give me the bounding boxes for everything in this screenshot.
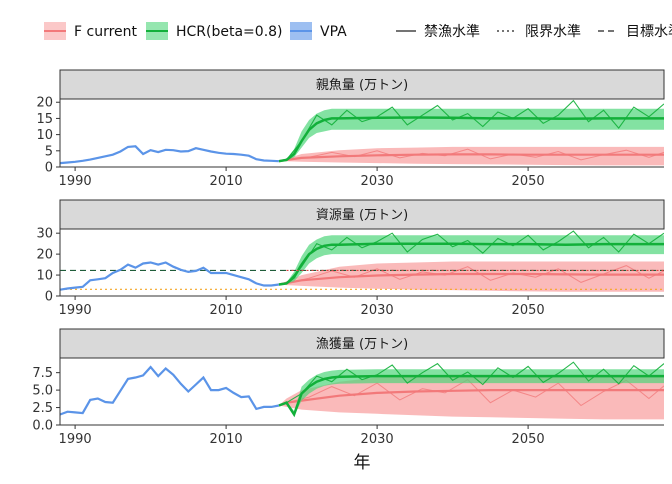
x-tick-label: 2010 [210,303,243,318]
y-tick-label: 5.0 [32,384,53,399]
y-tick-label: 7.5 [32,366,53,381]
hcr-band [278,369,664,416]
x-tick-label: 1990 [59,303,92,318]
panel-title: 漁獲量 (万トン) [316,337,408,352]
x-tick-label: 1990 [59,174,92,189]
panel-title: 親魚量 (万トン) [316,78,408,93]
hcr-sample-line [286,99,664,161]
hcr-sample-line [286,361,664,404]
panel-strip [59,69,665,100]
y-tick-label: 20 [36,248,53,263]
legend-label: 禁漁水準 [424,24,480,40]
x-tick-label: 2010 [210,174,243,189]
legend-item-level-2: 目標水準 [598,24,672,40]
y-tick-label: 5 [45,144,53,159]
y-tick-label: 2.5 [32,401,53,416]
hcr-median-line [278,116,664,163]
plot-area [60,230,664,292]
y-tick-label: 30 [36,227,53,242]
hcr-median-line [278,374,664,418]
x-tick-label: 2050 [512,432,545,447]
legend-item-fcur: F current [44,22,138,40]
y-tick-label: 10 [36,269,53,284]
vpa-line [60,261,280,291]
panel-title: 資源量 (万トン) [316,208,408,223]
hcr-band [278,108,664,162]
y-tick-label: 15 [36,112,53,127]
legend-item-level-1: 限界水準 [497,24,581,40]
legend-item-hcr: HCR(beta=0.8) [146,22,283,40]
hcr-median-line [278,242,664,286]
x-tick-label: 2050 [512,174,545,189]
fcur-median-line [278,272,664,286]
x-tick-label: 2030 [361,432,394,447]
legend: F current HCR(beta=0.8) VPA 禁漁水準 限界水準 目標水準 [44,22,672,40]
hcr-sample-line [286,230,664,284]
legend-item-level-0: 禁漁水準 [396,24,480,40]
fcur-band [278,374,664,420]
vpa-line [60,145,279,165]
plot-area [60,361,664,420]
fcur-median-line [278,153,664,163]
legend-label: HCR(beta=0.8) [176,24,283,40]
legend-item-vpa: VPA [290,22,347,40]
y-tick-label: 20 [36,96,53,111]
x-axis-label: 年 [354,453,371,473]
y-tick-label: 0 [45,161,53,176]
vpa-line [60,365,280,416]
legend-label: 目標水準 [626,24,672,40]
x-tick-label: 2030 [361,174,394,189]
legend-label: VPA [320,24,347,40]
y-tick-label: 10 [36,128,53,143]
y-tick-label: 0.0 [32,419,53,434]
plot-area [60,99,664,166]
x-tick-label: 2010 [210,432,243,447]
x-tick-label: 2030 [361,303,394,318]
x-tick-label: 2050 [512,303,545,318]
panel-strip [59,328,665,359]
x-tick-label: 1990 [59,432,92,447]
legend-label: F current [74,24,138,40]
hcr-band [278,235,664,285]
legend-label: 限界水準 [525,24,581,40]
y-tick-label: 0 [45,290,53,305]
panel-strip [59,199,665,230]
panel-2: 漁獲量 (万トン) 0.0 2.5 5.0 7.5 1990 2010 2030 2050 [32,328,665,447]
